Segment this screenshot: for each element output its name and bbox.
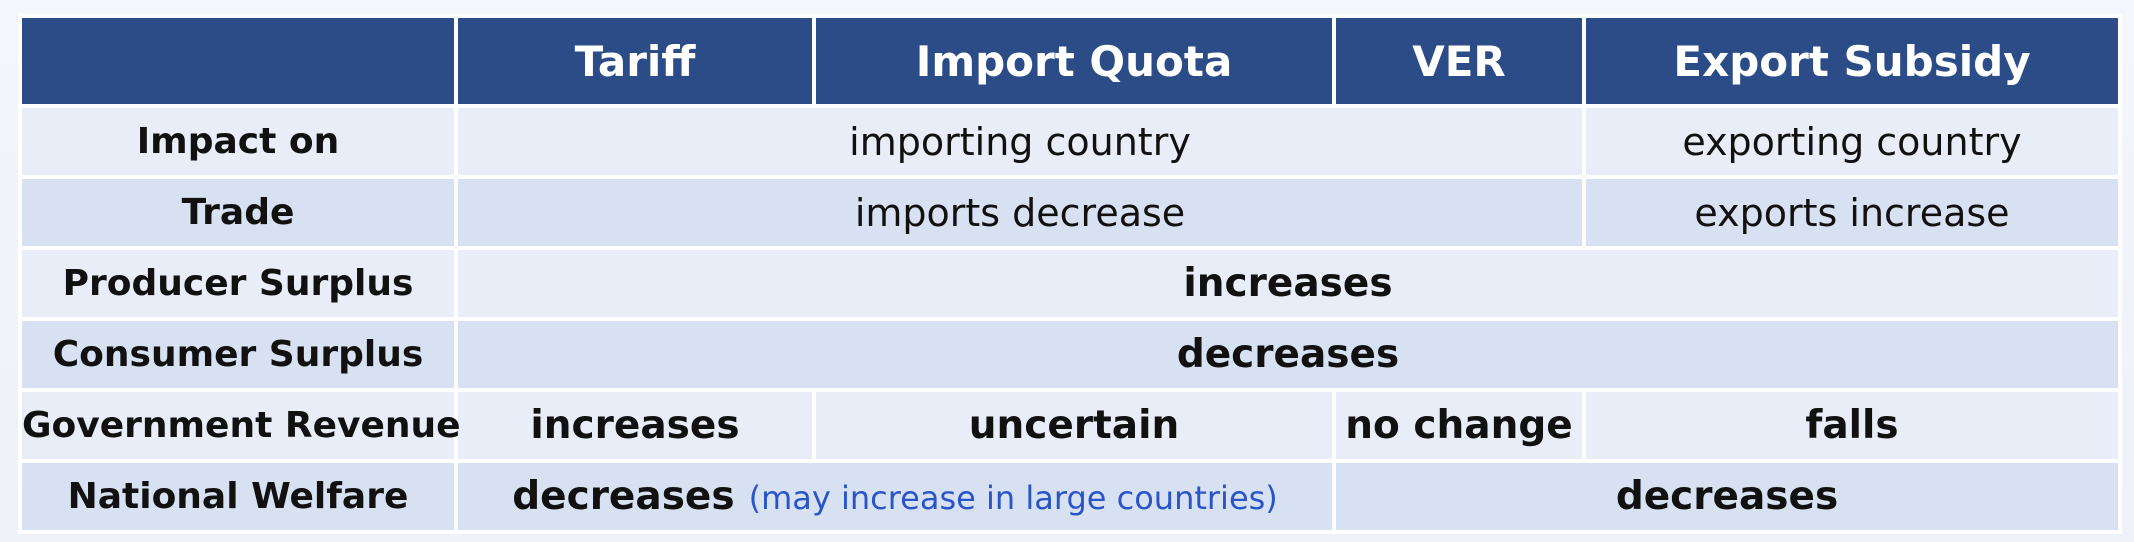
row-label-government-revenue: Government Revenue	[18, 388, 461, 463]
row-label-producer-surplus: Producer Surplus	[18, 246, 458, 321]
header-corner	[18, 14, 458, 108]
row-label-national-welfare: National Welfare	[18, 459, 458, 534]
row-producer-surplus: Producer Surplus increases	[18, 246, 2122, 321]
comparison-table-container: Tariff Import Quota VER Export Subsidy I…	[18, 14, 2122, 534]
national-welfare-note: (may increase in large countries)	[748, 479, 1278, 517]
header-import-quota: Import Quota	[812, 14, 1336, 108]
row-label-trade: Trade	[18, 175, 458, 250]
header-ver: VER	[1332, 14, 1586, 108]
national-welfare-ver-subsidy-cell: decreases	[1332, 459, 2122, 534]
row-trade: Trade imports decrease exports increase	[18, 175, 2122, 250]
row-consumer-surplus: Consumer Surplus decreases	[18, 317, 2122, 392]
gov-revenue-import-quota-cell: uncertain	[812, 388, 1336, 463]
trade-exporting-cell: exports increase	[1582, 175, 2122, 250]
gov-revenue-tariff-cell: increases	[454, 388, 816, 463]
trade-policy-comparison-table: Tariff Import Quota VER Export Subsidy I…	[18, 14, 2122, 534]
gov-revenue-export-subsidy-cell: falls	[1582, 388, 2122, 463]
producer-surplus-cell: increases	[454, 246, 2122, 321]
row-label-consumer-surplus: Consumer Surplus	[18, 317, 458, 392]
trade-importing-cell: imports decrease	[454, 175, 1586, 250]
national-welfare-tariff-quota-cell: decreases (may increase in large countrie…	[454, 459, 1336, 534]
header-row: Tariff Import Quota VER Export Subsidy	[18, 14, 2122, 108]
header-tariff: Tariff	[454, 14, 816, 108]
header-export-subsidy: Export Subsidy	[1582, 14, 2122, 108]
impact-exporting-cell: exporting country	[1582, 104, 2122, 179]
row-impact-on: Impact on importing country exporting co…	[18, 104, 2122, 179]
gov-revenue-ver-cell: no change	[1332, 388, 1586, 463]
impact-importing-cell: importing country	[454, 104, 1586, 179]
row-government-revenue: Government Revenue increases uncertain n…	[18, 388, 2122, 463]
row-label-impact-on: Impact on	[18, 104, 458, 179]
consumer-surplus-cell: decreases	[454, 317, 2122, 392]
national-welfare-tariff-quota-value: decreases	[512, 474, 735, 519]
row-national-welfare: National Welfare decreases (may increase …	[18, 459, 2122, 534]
